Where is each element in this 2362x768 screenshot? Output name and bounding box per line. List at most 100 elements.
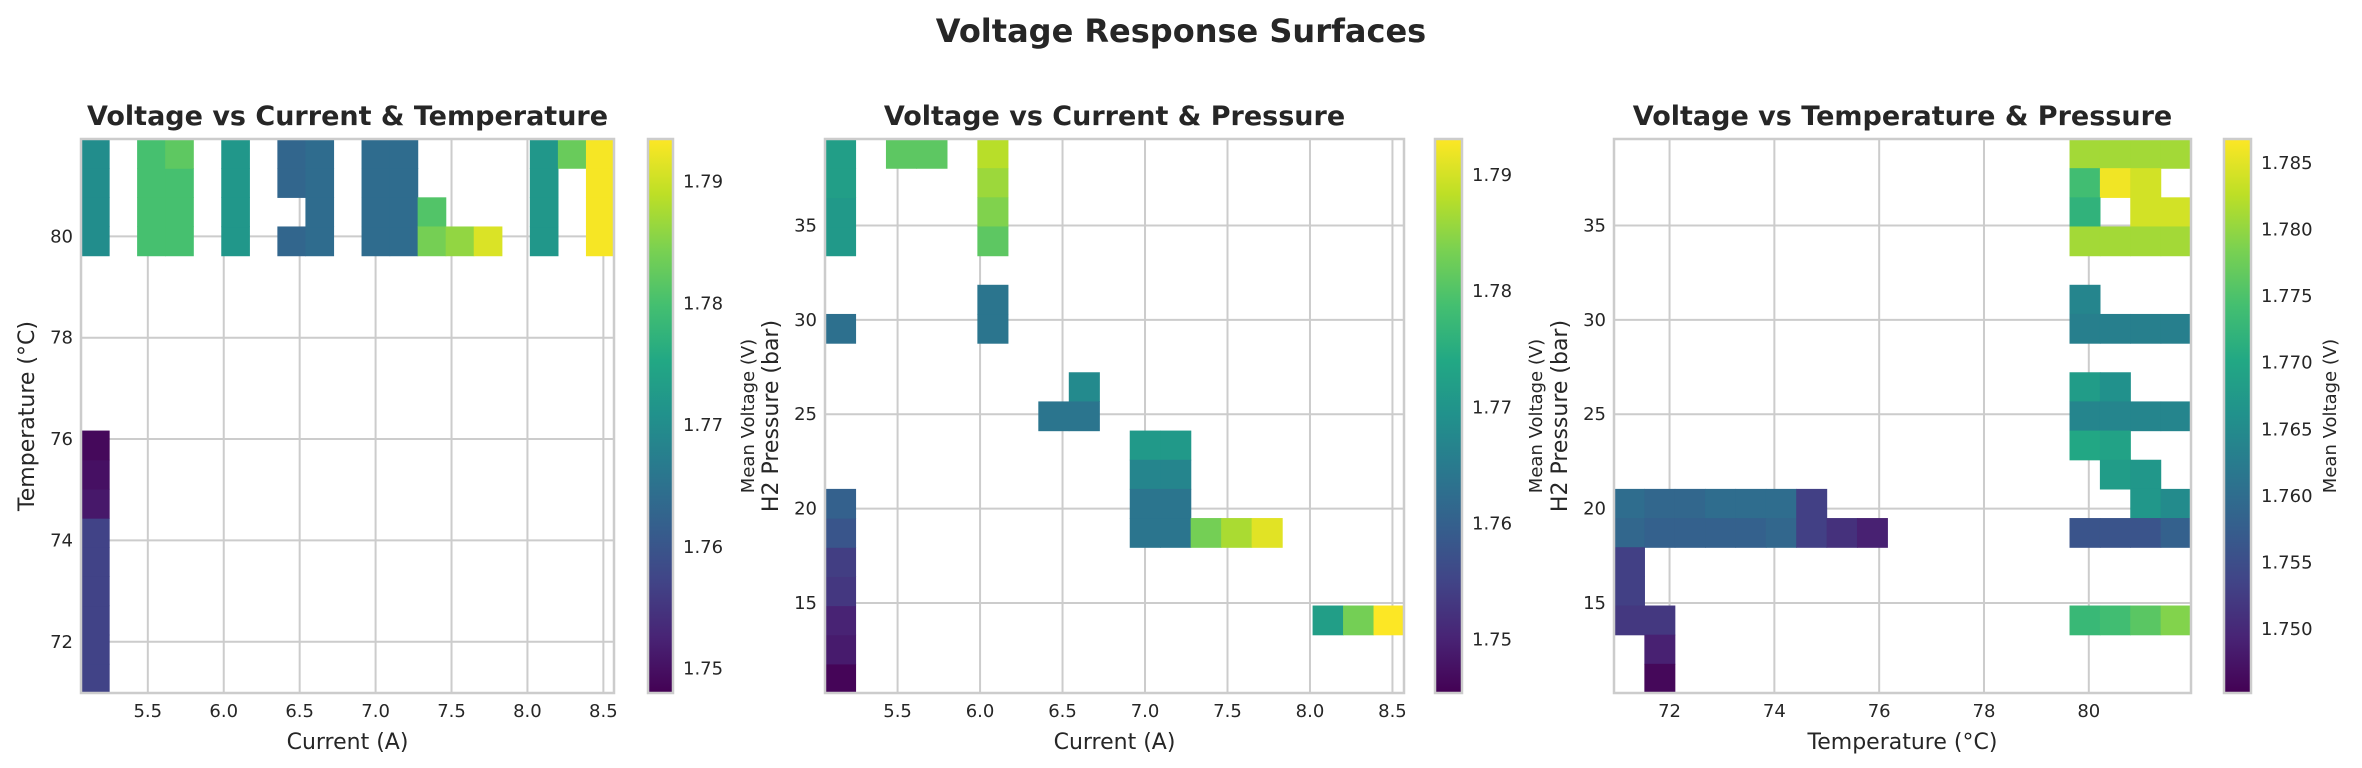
heatmap-cell xyxy=(825,168,857,198)
heatmap-cell xyxy=(2069,168,2101,198)
heatmap-cell xyxy=(1826,518,1858,548)
x-tick-label: 7.5 xyxy=(437,701,466,722)
heatmap-cell xyxy=(221,168,250,198)
heatmap-panel-3: Voltage vs Temperature & Pressure 72 74 76 7… xyxy=(1548,101,2341,755)
colorbar-tick-label: 1.755 xyxy=(2261,552,2313,573)
heatmap-cell xyxy=(1068,401,1100,432)
colorbar-tick-label: 1.79 xyxy=(1472,165,1512,186)
heatmap-cell xyxy=(2160,313,2192,344)
heatmap-cell xyxy=(1129,459,1161,490)
heatmap-panel-2: Voltage vs Current & Pressure 5.5 6.0 6.5 7.… xyxy=(759,101,1547,755)
heatmap-cell xyxy=(2160,197,2192,228)
heatmap-cell xyxy=(585,168,615,198)
heatmap-cell xyxy=(165,168,194,198)
heatmap-cell xyxy=(585,197,615,228)
heatmap-cell xyxy=(1373,605,1405,636)
y-tick-label: 35 xyxy=(794,215,817,236)
panel-title: Voltage vs Temperature & Pressure xyxy=(1633,101,2172,132)
heatmap-cell xyxy=(165,226,194,257)
heatmap-cell xyxy=(2069,313,2101,344)
heatmap-cell xyxy=(977,168,1009,198)
heatmap-cell xyxy=(1343,605,1375,636)
x-tick-label: 6.5 xyxy=(285,701,314,722)
heatmap-cell xyxy=(389,197,419,228)
heatmap-cell xyxy=(2160,226,2192,257)
colorbar-tick-label: 1.77 xyxy=(683,415,723,436)
colorbar-gradient xyxy=(1433,137,1464,695)
colorbar: 1.75 1.76 1.77 1.78 1.79 Mean Voltage (V) xyxy=(646,137,759,695)
heatmap-cell xyxy=(1614,576,1645,607)
heatmap-cell xyxy=(1129,518,1161,548)
x-axis-label: Temperature (°C) xyxy=(1807,730,1998,755)
heatmap-cell xyxy=(1765,518,1797,548)
heatmap-cell xyxy=(417,197,447,228)
colorbar-tick-label: 1.780 xyxy=(2261,220,2313,241)
heatmap-cell xyxy=(1705,488,1737,519)
heatmap-cells xyxy=(825,139,1405,694)
y-tick-label: 74 xyxy=(50,530,73,551)
axes-frame xyxy=(79,137,616,695)
heatmap-cell xyxy=(585,226,615,257)
heatmap-cell xyxy=(1796,518,1828,548)
heatmap-cell xyxy=(1796,488,1828,519)
heatmap-cell xyxy=(2069,372,2101,403)
x-tick-label: 80 xyxy=(2077,701,2100,722)
y-tick-label: 20 xyxy=(1583,499,1606,520)
heatmap-cell xyxy=(2130,313,2162,344)
x-tick-label: 72 xyxy=(1658,701,1681,722)
axes-frame xyxy=(823,137,1406,695)
heatmap-cell xyxy=(2069,197,2101,228)
heatmap-cell xyxy=(1221,518,1253,548)
x-tick-label: 76 xyxy=(1868,701,1891,722)
heatmap-cell xyxy=(81,488,110,519)
heatmap-cell xyxy=(1644,488,1676,519)
y-tick-label: 76 xyxy=(50,429,73,450)
heatmap-cell xyxy=(977,197,1009,228)
heatmap-cell xyxy=(529,197,559,228)
heatmap-cells xyxy=(1614,139,2192,694)
colorbar-label: Mean Voltage (V) xyxy=(1526,339,1547,493)
heatmap-cell xyxy=(165,197,194,228)
heatmap-cell xyxy=(529,168,559,198)
x-tick-label: 7.5 xyxy=(1213,701,1242,722)
heatmap-cell xyxy=(557,139,587,169)
y-tick-label: 25 xyxy=(1583,404,1606,425)
x-tick-label: 8.5 xyxy=(589,701,618,722)
heatmap-cell xyxy=(1644,663,1676,694)
heatmap-cell xyxy=(825,313,857,344)
heatmap-cell xyxy=(361,197,391,228)
y-tick-label: 15 xyxy=(1583,593,1606,614)
heatmap-cell xyxy=(81,634,110,665)
heatmap-cell xyxy=(389,139,419,169)
colorbar-label: Mean Voltage (V) xyxy=(2320,339,2341,493)
heatmap-cell xyxy=(1129,488,1161,519)
heatmap-cell xyxy=(2130,401,2162,432)
colorbar-tick-label: 1.785 xyxy=(2261,153,2313,174)
colorbar-gradient xyxy=(646,137,675,695)
x-tick-label: 8.0 xyxy=(513,701,542,722)
heatmap-cell xyxy=(885,139,918,169)
heatmap-cell xyxy=(2099,518,2131,548)
heatmap-cell xyxy=(2130,197,2162,228)
x-tick-label: 5.5 xyxy=(883,701,912,722)
heatmap-cell xyxy=(2130,488,2162,519)
heatmap-cell xyxy=(825,547,857,577)
heatmap-cell xyxy=(825,197,857,228)
heatmap-cell xyxy=(2160,139,2192,169)
heatmap-cell xyxy=(585,139,615,169)
colorbar-tick-label: 1.75 xyxy=(1472,630,1512,651)
heatmap-cell xyxy=(2069,430,2101,461)
heatmap-cell xyxy=(2069,518,2101,548)
colorbar-tick-label: 1.79 xyxy=(683,172,723,193)
colorbar-tick-label: 1.750 xyxy=(2261,619,2313,640)
panel-title: Voltage vs Current & Temperature xyxy=(87,101,608,132)
heatmap-cell xyxy=(81,430,110,461)
heatmap-cell xyxy=(305,168,335,198)
heatmap-cell xyxy=(2099,401,2131,432)
heatmap-cell xyxy=(277,139,307,169)
heatmap-cell xyxy=(1644,518,1676,548)
y-tick-label: 25 xyxy=(794,404,817,425)
heatmap-cell xyxy=(825,518,857,548)
x-tick-label: 6.0 xyxy=(209,701,238,722)
colorbar-tick-label: 1.770 xyxy=(2261,353,2313,374)
